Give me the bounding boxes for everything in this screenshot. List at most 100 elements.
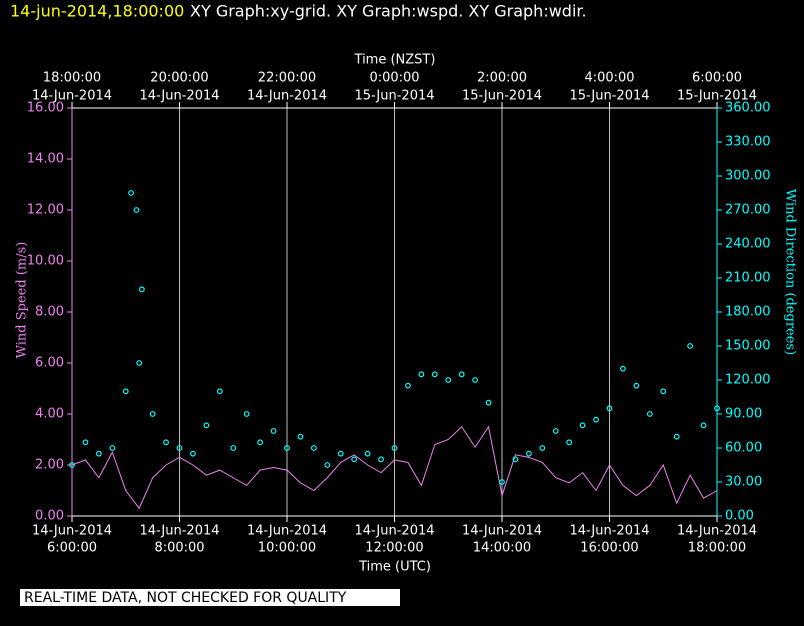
title-time: 14-jun-2014,18:00:00 [10,2,184,21]
wind-direction-point [391,445,398,451]
wind-direction-point [579,422,586,429]
footer-box [20,589,400,606]
y-tick-label: 10.00 [27,254,64,269]
wind-direction-point [633,382,640,389]
y2-tick-label: 30.00 [725,475,762,490]
wind-direction-point [687,343,694,349]
x-tick-label: 10:00:00 [258,541,316,556]
x2-tick-label: 18:00:00 [43,71,101,86]
x2-tick-date: 15-Jun-2014 [462,89,542,104]
x2-tick-label: 6:00:00 [692,71,742,86]
wind-direction-point [499,479,505,485]
y-tick-label: 0.00 [35,509,64,524]
wind-direction-point [176,445,183,451]
x-tick-label: 18:00:00 [688,541,746,556]
wind-direction-point [136,360,143,366]
x-tick-date: 14-Jun-2014 [677,524,757,539]
wind-direction-point [203,422,210,429]
x2-tick-label: 0:00:00 [369,71,419,86]
y2-tick-label: 60.00 [725,441,762,456]
y2-tick-label: 360.00 [725,101,771,116]
wind-direction-point [620,365,626,372]
wind-direction-point [284,445,290,451]
x-tick-label: 16:00:00 [580,541,638,556]
y-tick-label: 8.00 [35,305,64,320]
wind-direction-point [190,450,196,457]
wind-direction-point [418,371,425,378]
wind-direction-point [82,439,89,446]
wind-direction-point [270,428,277,434]
y-tick-label: 14.00 [27,152,64,167]
wind-direction-point [445,377,452,383]
wind-direction-point [163,439,169,446]
wind-direction-point [660,388,667,395]
wind-direction-point [539,445,546,451]
y-tick-label: 16.00 [27,101,64,116]
x-tick-date: 14-Jun-2014 [247,524,327,539]
wind-direction-point [337,450,344,457]
x-axis-title: Time (UTC) [358,560,431,575]
y-tick-label: 2.00 [35,458,64,473]
x-tick-label: 8:00:00 [154,541,204,556]
y2-tick-label: 240.00 [725,237,771,252]
x2-tick-label: 20:00:00 [150,71,208,86]
y2-tick-label: 270.00 [725,203,771,218]
x2-tick-date: 15-Jun-2014 [354,89,434,104]
wind-direction-point [458,371,465,378]
x-tick-date: 14-Jun-2014 [32,524,112,539]
wind-direction-point [122,388,129,395]
y2-tick-label: 330.00 [725,135,771,150]
wind-direction-point [230,445,237,451]
y2-axis-title: Wind Direction (degrees) [783,189,798,355]
y-tick-label: 4.00 [35,407,64,422]
wind-direction-point [297,433,304,440]
wind-direction-point [95,450,102,457]
wind-direction-point [714,405,720,412]
x-tick-label: 12:00:00 [365,541,423,556]
wind-direction-point [378,456,384,463]
wind-direction-point [606,405,613,412]
x2-tick-label: 4:00:00 [584,71,634,86]
y2-tick-label: 90.00 [725,407,762,422]
wind-direction-point [485,399,492,406]
x2-tick-date: 15-Jun-2014 [569,89,649,104]
wind-speed-line [71,425,718,510]
y-axis-title: Wind Speed (m/s) [15,242,30,359]
x-tick-label: 6:00:00 [47,541,97,556]
wind-direction-point [109,445,116,451]
wind-direction-point [69,462,75,468]
wind-direction-point [593,416,599,423]
wind-direction-point [138,286,145,293]
wind-direction-point [673,433,680,440]
y2-tick-label: 300.00 [725,169,771,184]
wind-direction-point [257,439,264,446]
x-tick-date: 14-Jun-2014 [354,524,434,539]
wind-direction-point [472,377,479,383]
wind-direction-point [128,190,135,196]
x2-tick-date: 14-Jun-2014 [139,89,219,104]
wind-direction-point [243,411,250,417]
x2-axis-title: Time (NZST) [354,53,436,68]
footer: REAL-TIME DATA, NOT CHECKED FOR QUALITY [24,590,347,606]
wind-direction-point [700,422,707,429]
x2-tick-date: 14-Jun-2014 [32,89,112,104]
wind-direction-point [512,456,519,463]
wind-direction-point [149,411,156,417]
x2-tick-date: 15-Jun-2014 [677,89,757,104]
y2-tick-label: 0.00 [725,509,754,524]
wind-direction-point [310,445,317,451]
wind-direction-point [351,456,358,463]
y-tick-label: 6.00 [35,356,64,371]
wind-direction-point [431,371,438,378]
y2-tick-label: 150.00 [725,339,771,354]
wind-direction-point [646,411,653,417]
y2-tick-label: 180.00 [725,305,771,320]
wind-direction-point [364,450,371,457]
x-tick-label: 14:00:00 [473,541,531,556]
wind-direction-point [324,462,331,468]
y-tick-label: 12.00 [27,203,64,218]
x2-tick-date: 14-Jun-2014 [247,89,327,104]
y2-tick-label: 120.00 [725,373,771,388]
x-tick-date: 14-Jun-2014 [139,524,219,539]
